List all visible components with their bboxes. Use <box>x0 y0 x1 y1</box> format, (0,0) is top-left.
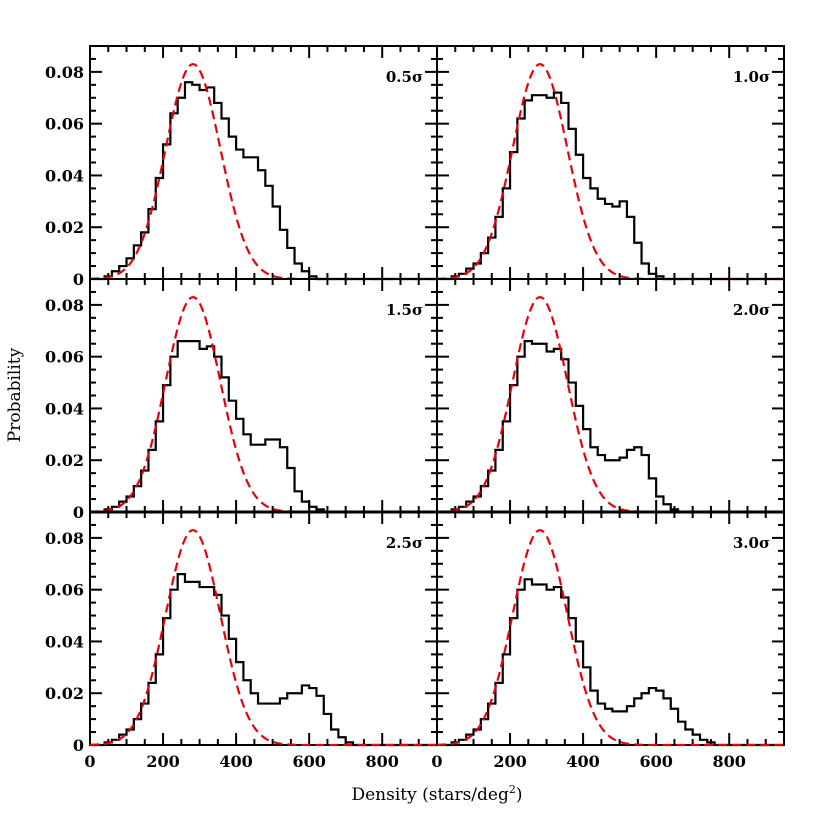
x-tick-label: 0 <box>84 752 95 771</box>
y-tick-label: 0 <box>73 503 84 522</box>
panel-0: 0 0.02 0.04 0.06 0.08 0.5σ <box>45 45 438 289</box>
x-tick-label: 800 <box>366 752 399 771</box>
y-tick-label: 0.02 <box>45 218 84 237</box>
x-axis-title-main: Density (stars/deg <box>351 785 508 805</box>
panel-label: 1.0σ <box>733 68 770 86</box>
x-axis-title-close: ) <box>516 785 523 805</box>
model-curve <box>436 529 784 747</box>
histogram-series <box>90 81 437 281</box>
y-axis-title: Probability <box>5 347 25 442</box>
y-tick-label: 0.06 <box>45 581 84 600</box>
y-tick-label: 0 <box>73 270 84 289</box>
panel-4: 0 0.02 0.04 0.06 0.08 0 200 400 600 800 2.5σ <box>45 511 438 771</box>
panel-label: 0.5σ <box>386 68 423 86</box>
histogram-series <box>437 578 784 747</box>
panel-label: 1.5σ <box>386 301 423 319</box>
y-tick-label: 0 <box>73 736 84 755</box>
x-axis-title-superscript: 2 <box>509 783 516 796</box>
model-curve <box>89 529 437 747</box>
panel-5: 0 200 400 600 800 3.0σ <box>431 511 785 771</box>
panel-label: 2.5σ <box>386 534 423 552</box>
panel-3: 2.0σ <box>436 278 785 514</box>
y-tick-label: 0.02 <box>45 684 84 703</box>
x-tick-label: 400 <box>219 752 252 771</box>
panel-label: 3.0σ <box>733 534 770 552</box>
y-tick-label: 0.04 <box>45 166 84 185</box>
histogram-series <box>437 91 784 281</box>
panel-label: 2.0σ <box>733 301 770 319</box>
y-tick-label: 0.04 <box>45 399 84 418</box>
histogram-series <box>437 340 784 514</box>
panel-1: 1.0σ <box>436 45 785 281</box>
x-tick-label: 200 <box>146 752 179 771</box>
panel-2: 0 0.02 0.04 0.06 0.08 1.5σ <box>45 278 438 522</box>
y-tick-label: 0.04 <box>45 632 84 651</box>
x-tick-label: 0 <box>431 752 442 771</box>
y-tick-label: 0.08 <box>45 529 84 548</box>
histogram-series <box>90 340 437 514</box>
x-tick-label: 200 <box>493 752 526 771</box>
x-tick-label: 800 <box>713 752 746 771</box>
x-axis-title: Density (stars/deg2) <box>351 783 522 805</box>
y-tick-label: 0.06 <box>45 115 84 134</box>
y-tick-label: 0.06 <box>45 348 84 367</box>
y-tick-label: 0.02 <box>45 451 84 470</box>
x-tick-label: 600 <box>639 752 672 771</box>
x-tick-label: 600 <box>292 752 325 771</box>
histogram-series <box>90 573 437 747</box>
x-tick-label: 400 <box>566 752 599 771</box>
y-tick-label: 0.08 <box>45 63 84 82</box>
model-curve <box>89 63 437 281</box>
y-tick-label: 0.08 <box>45 296 84 315</box>
